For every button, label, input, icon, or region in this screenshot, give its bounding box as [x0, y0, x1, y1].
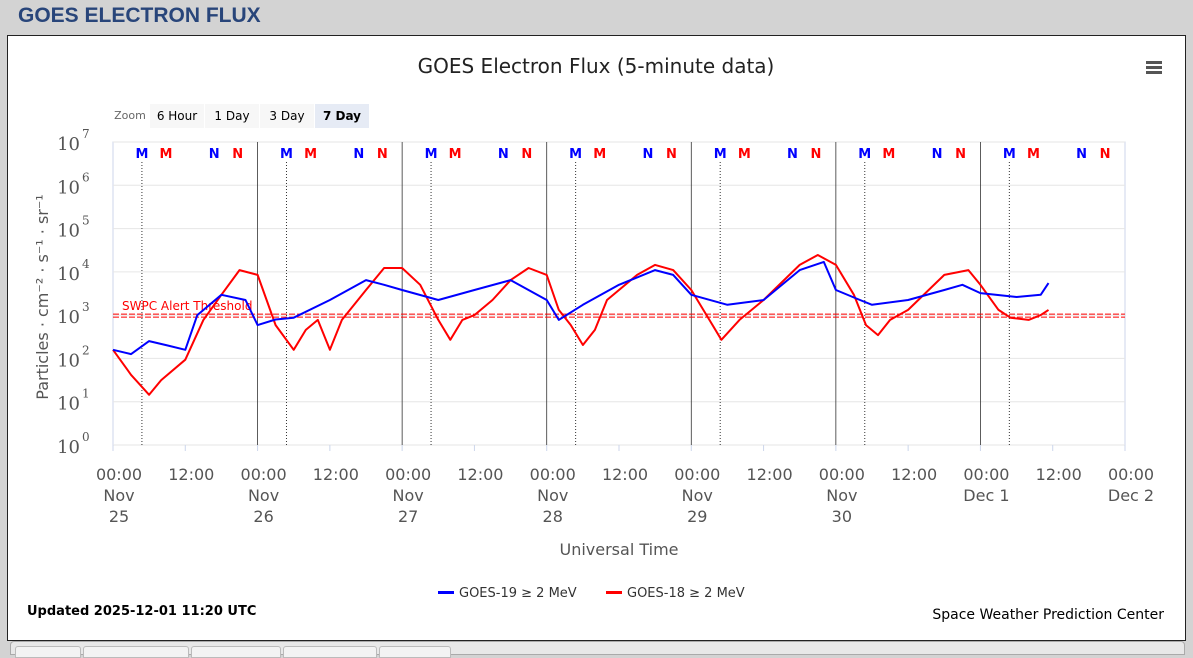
y-tick-exponent: 3 — [82, 300, 90, 314]
marker-m: M — [425, 147, 438, 162]
legend-item-goes19[interactable]: GOES-19 ≥ 2 MeV — [438, 586, 577, 601]
y-tick-exponent: 7 — [82, 127, 90, 141]
x-tick-label: 00:00 — [96, 465, 142, 484]
y-tick-label: 10 — [57, 134, 80, 155]
x-tick-label: 00:00 — [1108, 465, 1154, 484]
x-tick-label: Nov — [248, 486, 279, 505]
y-tick-exponent: 6 — [82, 170, 90, 184]
marker-n: N — [1100, 147, 1111, 162]
y-tick-label: 10 — [57, 437, 80, 458]
x-tick-label: 12:00 — [602, 465, 648, 484]
y-tick-exponent: 2 — [82, 343, 90, 357]
x-tick-label: 12:00 — [313, 465, 359, 484]
legend-label: GOES-19 ≥ 2 MeV — [459, 586, 577, 601]
marker-m: M — [858, 147, 871, 162]
x-tick-label: 00:00 — [819, 465, 865, 484]
y-tick-label: 10 — [57, 307, 80, 328]
credit-text: Space Weather Prediction Center — [932, 607, 1164, 623]
y-tick-exponent: 4 — [82, 257, 90, 271]
zoom-6-hour-button[interactable]: 6 Hour — [150, 104, 204, 128]
x-tick-label: Nov — [826, 486, 857, 505]
x-tick-label: 12:00 — [168, 465, 214, 484]
threshold-label: SWPC Alert Threshold — [122, 299, 252, 313]
x-tick-label: 00:00 — [674, 465, 720, 484]
x-tick-label: Nov — [537, 486, 568, 505]
x-tick-label: 29 — [687, 507, 707, 526]
x-tick-label: Dec 2 — [1108, 486, 1154, 505]
series-line-goes18 — [112, 254, 1050, 396]
x-tick-label: 12:00 — [457, 465, 503, 484]
marker-m: M — [593, 147, 606, 162]
y-tick-label: 10 — [57, 350, 80, 371]
marker-n: N — [932, 147, 943, 162]
y-tick-exponent: 0 — [82, 430, 90, 444]
marker-m: M — [160, 147, 173, 162]
marker-m: M — [714, 147, 727, 162]
x-tick-label: Dec 1 — [963, 486, 1009, 505]
x-tick-label: Nov — [393, 486, 424, 505]
chart-title: GOES Electron Flux (5-minute data) — [418, 54, 775, 78]
y-tick-label: 10 — [57, 177, 80, 198]
marker-n: N — [666, 147, 677, 162]
chart-panel — [7, 35, 1186, 641]
marker-m: M — [280, 147, 293, 162]
x-tick-label: 00:00 — [963, 465, 1009, 484]
x-tick-label: 26 — [253, 507, 273, 526]
x-tick-label: 12:00 — [1036, 465, 1082, 484]
y-tick-label: 10 — [57, 264, 80, 285]
marker-m: M — [449, 147, 462, 162]
series-line-goes19 — [112, 260, 1050, 356]
legend-swatch — [606, 591, 622, 594]
marker-n: N — [787, 147, 798, 162]
y-tick-label: 10 — [57, 394, 80, 415]
x-tick-label: 00:00 — [530, 465, 576, 484]
x-tick-label: Nov — [103, 486, 134, 505]
x-tick-label: 12:00 — [891, 465, 937, 484]
y-tick-label: 10 — [57, 221, 80, 242]
x-tick-label: 00:00 — [385, 465, 431, 484]
y-tick-exponent: 5 — [82, 214, 90, 228]
legend-item-goes18[interactable]: GOES-18 ≥ 2 MeV — [606, 586, 745, 601]
page-title: GOES ELECTRON FLUX — [18, 4, 261, 27]
zoom-1-day-button[interactable]: 1 Day — [205, 104, 259, 128]
x-axis-title: Universal Time — [559, 540, 678, 559]
marker-m: M — [738, 147, 751, 162]
x-tick-label: 12:00 — [747, 465, 793, 484]
y-tick-exponent: 1 — [82, 387, 90, 401]
y-axis-title: Particles · cm⁻² · s⁻¹ · sr⁻¹ — [33, 194, 52, 399]
marker-n: N — [811, 147, 822, 162]
updated-timestamp: Updated 2025-12-01 11:20 UTC — [27, 604, 256, 619]
zoom-label: Zoom — [114, 109, 146, 122]
legend-swatch — [438, 591, 454, 594]
marker-m: M — [569, 147, 582, 162]
marker-n: N — [1076, 147, 1087, 162]
legend-label: GOES-18 ≥ 2 MeV — [627, 586, 745, 601]
x-tick-label: 00:00 — [241, 465, 287, 484]
x-tick-label: 25 — [109, 507, 129, 526]
marker-n: N — [642, 147, 653, 162]
marker-m: M — [882, 147, 895, 162]
zoom-7-day-button[interactable]: 7 Day — [315, 104, 369, 128]
marker-n: N — [232, 147, 243, 162]
marker-m: M — [1027, 147, 1040, 162]
marker-m: M — [304, 147, 317, 162]
marker-m: M — [1003, 147, 1016, 162]
x-tick-label: 30 — [832, 507, 852, 526]
marker-n: N — [353, 147, 364, 162]
marker-n: N — [521, 147, 532, 162]
x-tick-label: 28 — [543, 507, 563, 526]
marker-n: N — [498, 147, 509, 162]
marker-n: N — [209, 147, 220, 162]
x-tick-label: 27 — [398, 507, 418, 526]
hamburger-menu-icon[interactable] — [1146, 61, 1162, 74]
marker-m: M — [135, 147, 148, 162]
zoom-3-day-button[interactable]: 3 Day — [260, 104, 314, 128]
marker-n: N — [377, 147, 388, 162]
marker-n: N — [955, 147, 966, 162]
x-tick-label: Nov — [682, 486, 713, 505]
